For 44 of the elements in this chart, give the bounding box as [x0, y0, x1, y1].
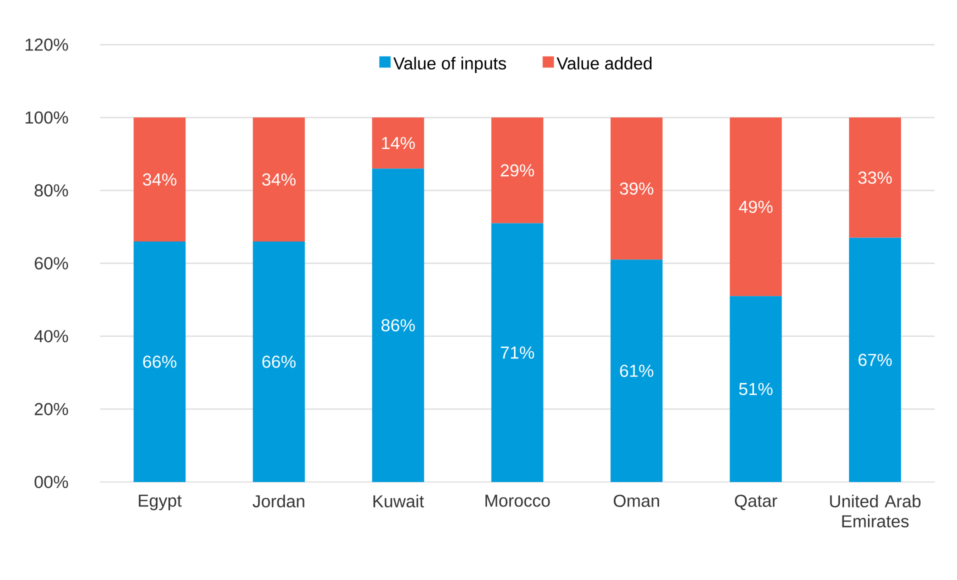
data-label: 34% — [142, 173, 176, 186]
bar — [134, 118, 186, 242]
data-label: 67% — [858, 354, 892, 366]
x-tick-label: Oman — [614, 494, 660, 507]
data-label: 66% — [262, 356, 296, 368]
bar — [372, 168, 424, 482]
x-tick-label: Egypt — [138, 494, 182, 510]
data-label: 61% — [620, 364, 654, 377]
y-tick-label: 40% — [34, 330, 68, 342]
bar — [134, 241, 186, 482]
data-label: 14% — [382, 136, 415, 150]
data-label: 29% — [500, 164, 534, 177]
bar — [730, 296, 782, 482]
x-tick-label: Qatar — [734, 494, 778, 510]
bar — [849, 118, 902, 238]
bar — [610, 260, 663, 482]
x-tick-label: Kuwait — [374, 494, 424, 508]
y-tick-label: 120% — [26, 38, 68, 51]
bar — [372, 118, 424, 169]
bar — [610, 118, 663, 260]
y-tick-label: 20% — [34, 402, 68, 416]
legend-label: Value of inputs — [393, 56, 506, 73]
data-label: 39% — [620, 182, 654, 195]
y-tick-label: 60% — [34, 257, 68, 270]
data-label: 86% — [382, 319, 415, 332]
data-label: 33% — [858, 172, 892, 184]
bar — [491, 223, 544, 482]
data-label: 34% — [262, 173, 296, 186]
data-label: 71% — [500, 346, 534, 359]
y-tick-label: 00% — [34, 476, 68, 488]
x-tick-label: Morocco — [486, 494, 550, 507]
data-label: 66% — [143, 356, 176, 368]
x-tick-label: United Arab Emirates — [830, 494, 921, 528]
bar — [252, 118, 305, 242]
y-tick-label: 100% — [26, 111, 68, 124]
data-label: 49% — [738, 200, 773, 213]
bar — [730, 118, 782, 296]
bar — [849, 238, 902, 482]
x-tick-label: Jordan — [252, 494, 304, 508]
bar — [252, 241, 305, 482]
data-label: 51% — [739, 382, 773, 396]
legend-label: Value added — [556, 56, 652, 70]
bar — [491, 118, 544, 224]
y-tick-label: 80% — [34, 184, 68, 197]
